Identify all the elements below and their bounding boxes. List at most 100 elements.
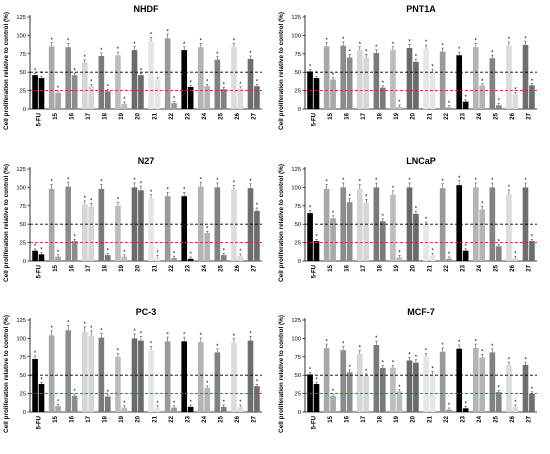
x-tick-label: 23 <box>460 415 466 422</box>
bar <box>237 88 244 109</box>
y-tick-label: 100 <box>291 336 301 342</box>
bar <box>456 55 463 109</box>
significance-star: * <box>123 97 126 103</box>
chart-panel-n27: N27 Cell proliferation relative to contro… <box>3 156 262 282</box>
significance-star: * <box>458 176 461 182</box>
x-tick-label: 24 <box>202 415 208 422</box>
bar <box>32 75 38 109</box>
significance-star: * <box>200 177 203 183</box>
x-tick-label: 18 <box>103 264 109 271</box>
significance-star: * <box>365 50 368 56</box>
significance-star: * <box>40 377 43 383</box>
bar <box>346 202 353 261</box>
bar <box>346 57 353 109</box>
y-tick-label: 125 <box>291 167 301 173</box>
x-tick-label: 19 <box>394 112 400 119</box>
x-tick-label: 21 <box>427 415 433 422</box>
y-tick-label: 25 <box>295 241 301 247</box>
x-tick-label: 21 <box>152 264 158 271</box>
bar <box>115 205 121 261</box>
bar <box>98 188 105 261</box>
bar <box>379 367 386 412</box>
x-tick-label: 19 <box>119 112 125 119</box>
bar <box>220 406 227 412</box>
significance-star: * <box>200 333 203 339</box>
bar <box>154 257 161 261</box>
bar <box>181 50 188 109</box>
significance-star: * <box>166 188 169 194</box>
significance-star: * <box>441 343 444 349</box>
y-tick-label: 50 <box>20 70 26 76</box>
x-tick-label: 24 <box>477 415 483 422</box>
x-tick-label: 18 <box>103 415 109 422</box>
bar <box>479 357 486 412</box>
y-tick-label: 125 <box>291 15 301 21</box>
bar <box>522 364 529 412</box>
significance-star: * <box>100 328 103 334</box>
significance-star: * <box>382 81 385 87</box>
bar <box>65 330 72 412</box>
y-tick-label: 100 <box>16 185 26 191</box>
bar <box>356 353 363 412</box>
bar <box>88 335 95 412</box>
bar <box>131 50 138 109</box>
y-tick-label: 50 <box>295 373 301 379</box>
significance-star: * <box>342 342 345 348</box>
y-tick-label: 100 <box>291 33 301 39</box>
significance-star: * <box>249 332 252 338</box>
y-tick-label: 50 <box>20 373 26 379</box>
significance-star: * <box>166 332 169 338</box>
significance-star: * <box>150 190 153 196</box>
significance-star: * <box>233 334 236 340</box>
bar <box>506 194 512 261</box>
x-tick-label: 16 <box>69 264 75 271</box>
significance-star: * <box>200 39 203 45</box>
significance-star: * <box>408 178 411 184</box>
bar <box>48 188 55 261</box>
bar <box>340 350 347 412</box>
x-tick-label: 23 <box>185 112 191 119</box>
significance-star: * <box>73 234 76 240</box>
bar <box>340 45 347 109</box>
bar <box>171 258 177 261</box>
bar <box>363 202 370 261</box>
significance-star: * <box>90 198 93 204</box>
bar <box>254 386 260 412</box>
bar <box>104 396 111 412</box>
bar <box>529 85 535 109</box>
x-tick-label: 21 <box>427 112 433 119</box>
x-tick-label: 16 <box>344 415 350 422</box>
x-tick-label: 25 <box>219 415 225 422</box>
significance-star: * <box>34 68 37 74</box>
significance-star: * <box>189 252 192 258</box>
significance-star: * <box>342 178 345 184</box>
significance-star: * <box>359 346 362 352</box>
bar <box>423 48 429 109</box>
bar <box>32 359 38 412</box>
bar <box>121 103 128 109</box>
y-axis-label: Cell proliferation relative to control (… <box>278 164 285 282</box>
significance-star: * <box>464 95 467 101</box>
bar <box>495 392 502 412</box>
significance-star: * <box>50 326 53 332</box>
x-tick-label: 20 <box>136 415 142 422</box>
bar <box>204 86 211 109</box>
significance-star: * <box>458 340 461 346</box>
significance-star: * <box>431 367 434 373</box>
bar <box>38 254 45 261</box>
x-tick-label: 21 <box>152 415 158 422</box>
significance-star: * <box>392 360 395 366</box>
bar <box>115 356 121 412</box>
bar <box>237 255 244 261</box>
x-tick-label: 23 <box>460 112 466 119</box>
x-tick-label: 16 <box>344 112 350 119</box>
significance-star: * <box>392 186 395 192</box>
significance-star: * <box>342 37 345 43</box>
bar <box>104 255 111 261</box>
significance-star: * <box>57 399 60 405</box>
x-tick-label: 27 <box>252 112 258 119</box>
bar <box>88 206 95 261</box>
y-tick-label: 25 <box>295 392 301 398</box>
bar <box>231 342 237 412</box>
significance-star: * <box>431 248 434 254</box>
